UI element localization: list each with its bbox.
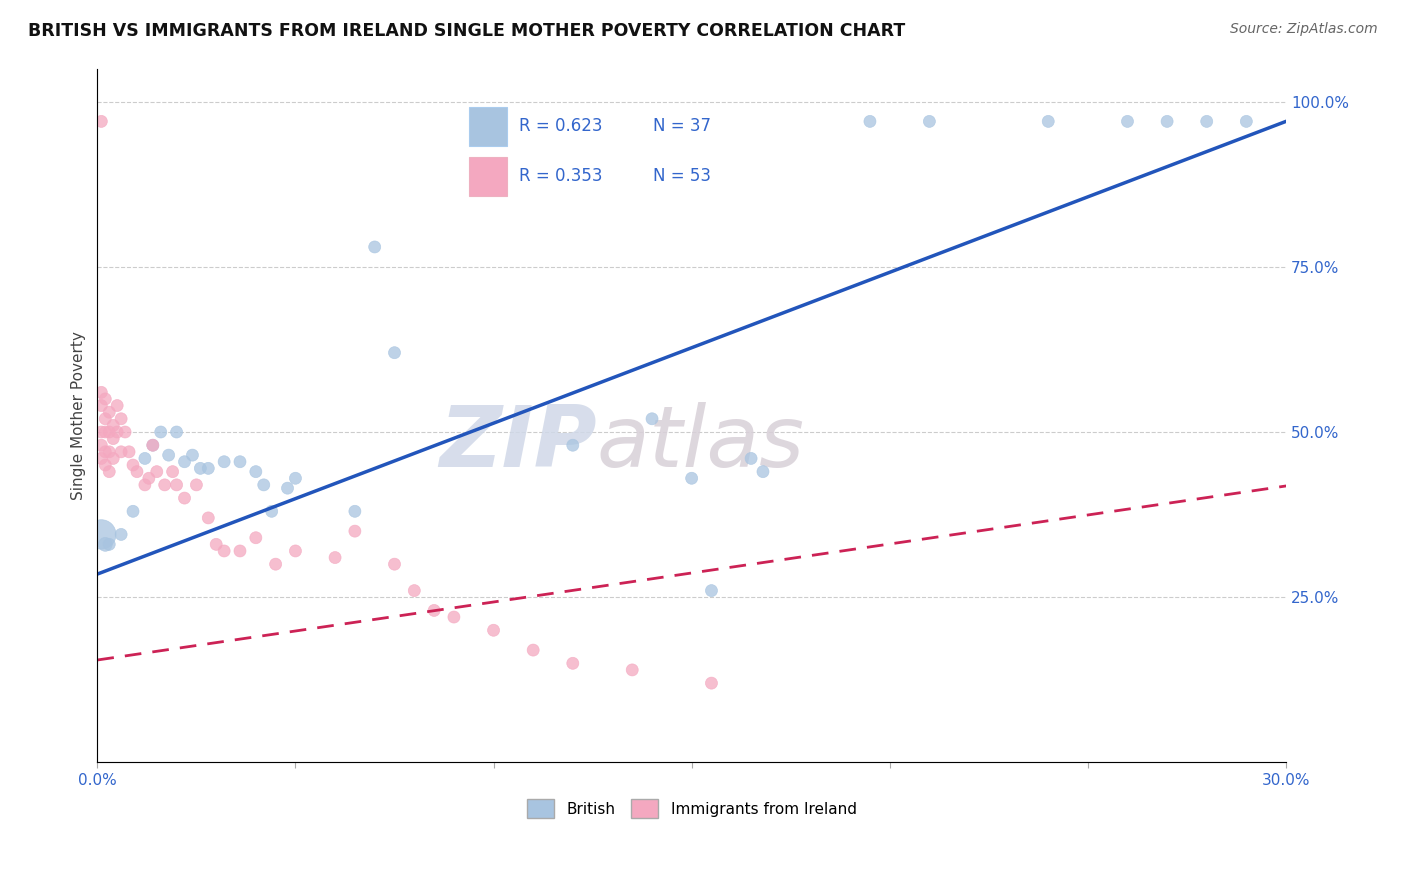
Point (142, 438, 165, 452)
Point (94, 411, 117, 425)
Point (384, 557, 406, 571)
Point (103, 451, 125, 466)
Text: ZIP: ZIP (439, 401, 596, 484)
Point (98, 425, 121, 439)
Y-axis label: Single Mother Poverty: Single Mother Poverty (72, 331, 86, 500)
Point (212, 455, 235, 469)
Point (205, 537, 228, 551)
Point (212, 544, 235, 558)
Point (181, 448, 204, 462)
Text: Source: ZipAtlas.com: Source: ZipAtlas.com (1230, 22, 1378, 37)
Point (423, 603, 446, 617)
Point (94, 445, 117, 459)
Point (162, 465, 184, 479)
Point (1156, 114, 1178, 128)
Point (94, 392, 117, 406)
Point (561, 657, 583, 671)
Point (98, 405, 121, 419)
Point (641, 411, 664, 425)
Point (118, 445, 141, 459)
Point (323, 550, 346, 565)
Point (105, 399, 128, 413)
Point (186, 478, 208, 492)
Point (173, 455, 195, 469)
Point (153, 478, 176, 492)
Point (125, 465, 148, 479)
Point (103, 418, 125, 433)
Text: atlas: atlas (596, 401, 804, 484)
Point (110, 445, 132, 459)
Point (166, 478, 188, 492)
Point (363, 240, 385, 254)
Point (122, 504, 145, 518)
Point (277, 481, 299, 495)
Point (752, 465, 775, 479)
Legend: British, Immigrants from Ireland: British, Immigrants from Ireland (520, 793, 863, 824)
Point (522, 643, 544, 657)
Point (384, 345, 406, 359)
Point (1234, 114, 1257, 128)
Point (859, 114, 882, 128)
Point (245, 465, 267, 479)
Point (173, 491, 195, 505)
Point (98, 465, 121, 479)
Point (122, 458, 145, 472)
Point (700, 676, 723, 690)
Point (90, 399, 112, 413)
Point (681, 471, 703, 485)
Point (98, 445, 121, 459)
Point (404, 583, 426, 598)
Point (90, 114, 112, 128)
Point (197, 461, 219, 475)
Point (90, 451, 112, 466)
Point (94, 425, 117, 439)
Point (90, 425, 112, 439)
Point (134, 451, 156, 466)
Point (260, 504, 283, 518)
Point (197, 511, 219, 525)
Point (110, 411, 132, 425)
Point (134, 478, 156, 492)
Point (138, 471, 160, 485)
Point (114, 425, 136, 439)
Point (482, 624, 505, 638)
Point (90, 527, 112, 541)
Point (98, 537, 121, 551)
Point (94, 458, 117, 472)
Point (1038, 114, 1060, 128)
Point (284, 544, 307, 558)
Point (229, 455, 252, 469)
Point (190, 461, 212, 475)
Point (166, 425, 188, 439)
Point (918, 114, 941, 128)
Point (343, 524, 366, 538)
Point (264, 557, 287, 571)
Point (700, 583, 723, 598)
Point (157, 448, 180, 462)
Point (94, 537, 117, 551)
Point (1195, 114, 1218, 128)
Point (740, 451, 762, 466)
Point (284, 471, 307, 485)
Point (90, 438, 112, 452)
Point (245, 531, 267, 545)
Point (110, 527, 132, 541)
Point (149, 425, 172, 439)
Point (561, 438, 583, 452)
Point (229, 544, 252, 558)
Point (103, 432, 125, 446)
Point (146, 465, 169, 479)
Text: BRITISH VS IMMIGRANTS FROM IRELAND SINGLE MOTHER POVERTY CORRELATION CHART: BRITISH VS IMMIGRANTS FROM IRELAND SINGL… (28, 22, 905, 40)
Point (443, 610, 465, 624)
Point (90, 385, 112, 400)
Point (105, 425, 128, 439)
Point (142, 438, 165, 452)
Point (253, 478, 276, 492)
Point (621, 663, 644, 677)
Point (1116, 114, 1139, 128)
Point (343, 504, 366, 518)
